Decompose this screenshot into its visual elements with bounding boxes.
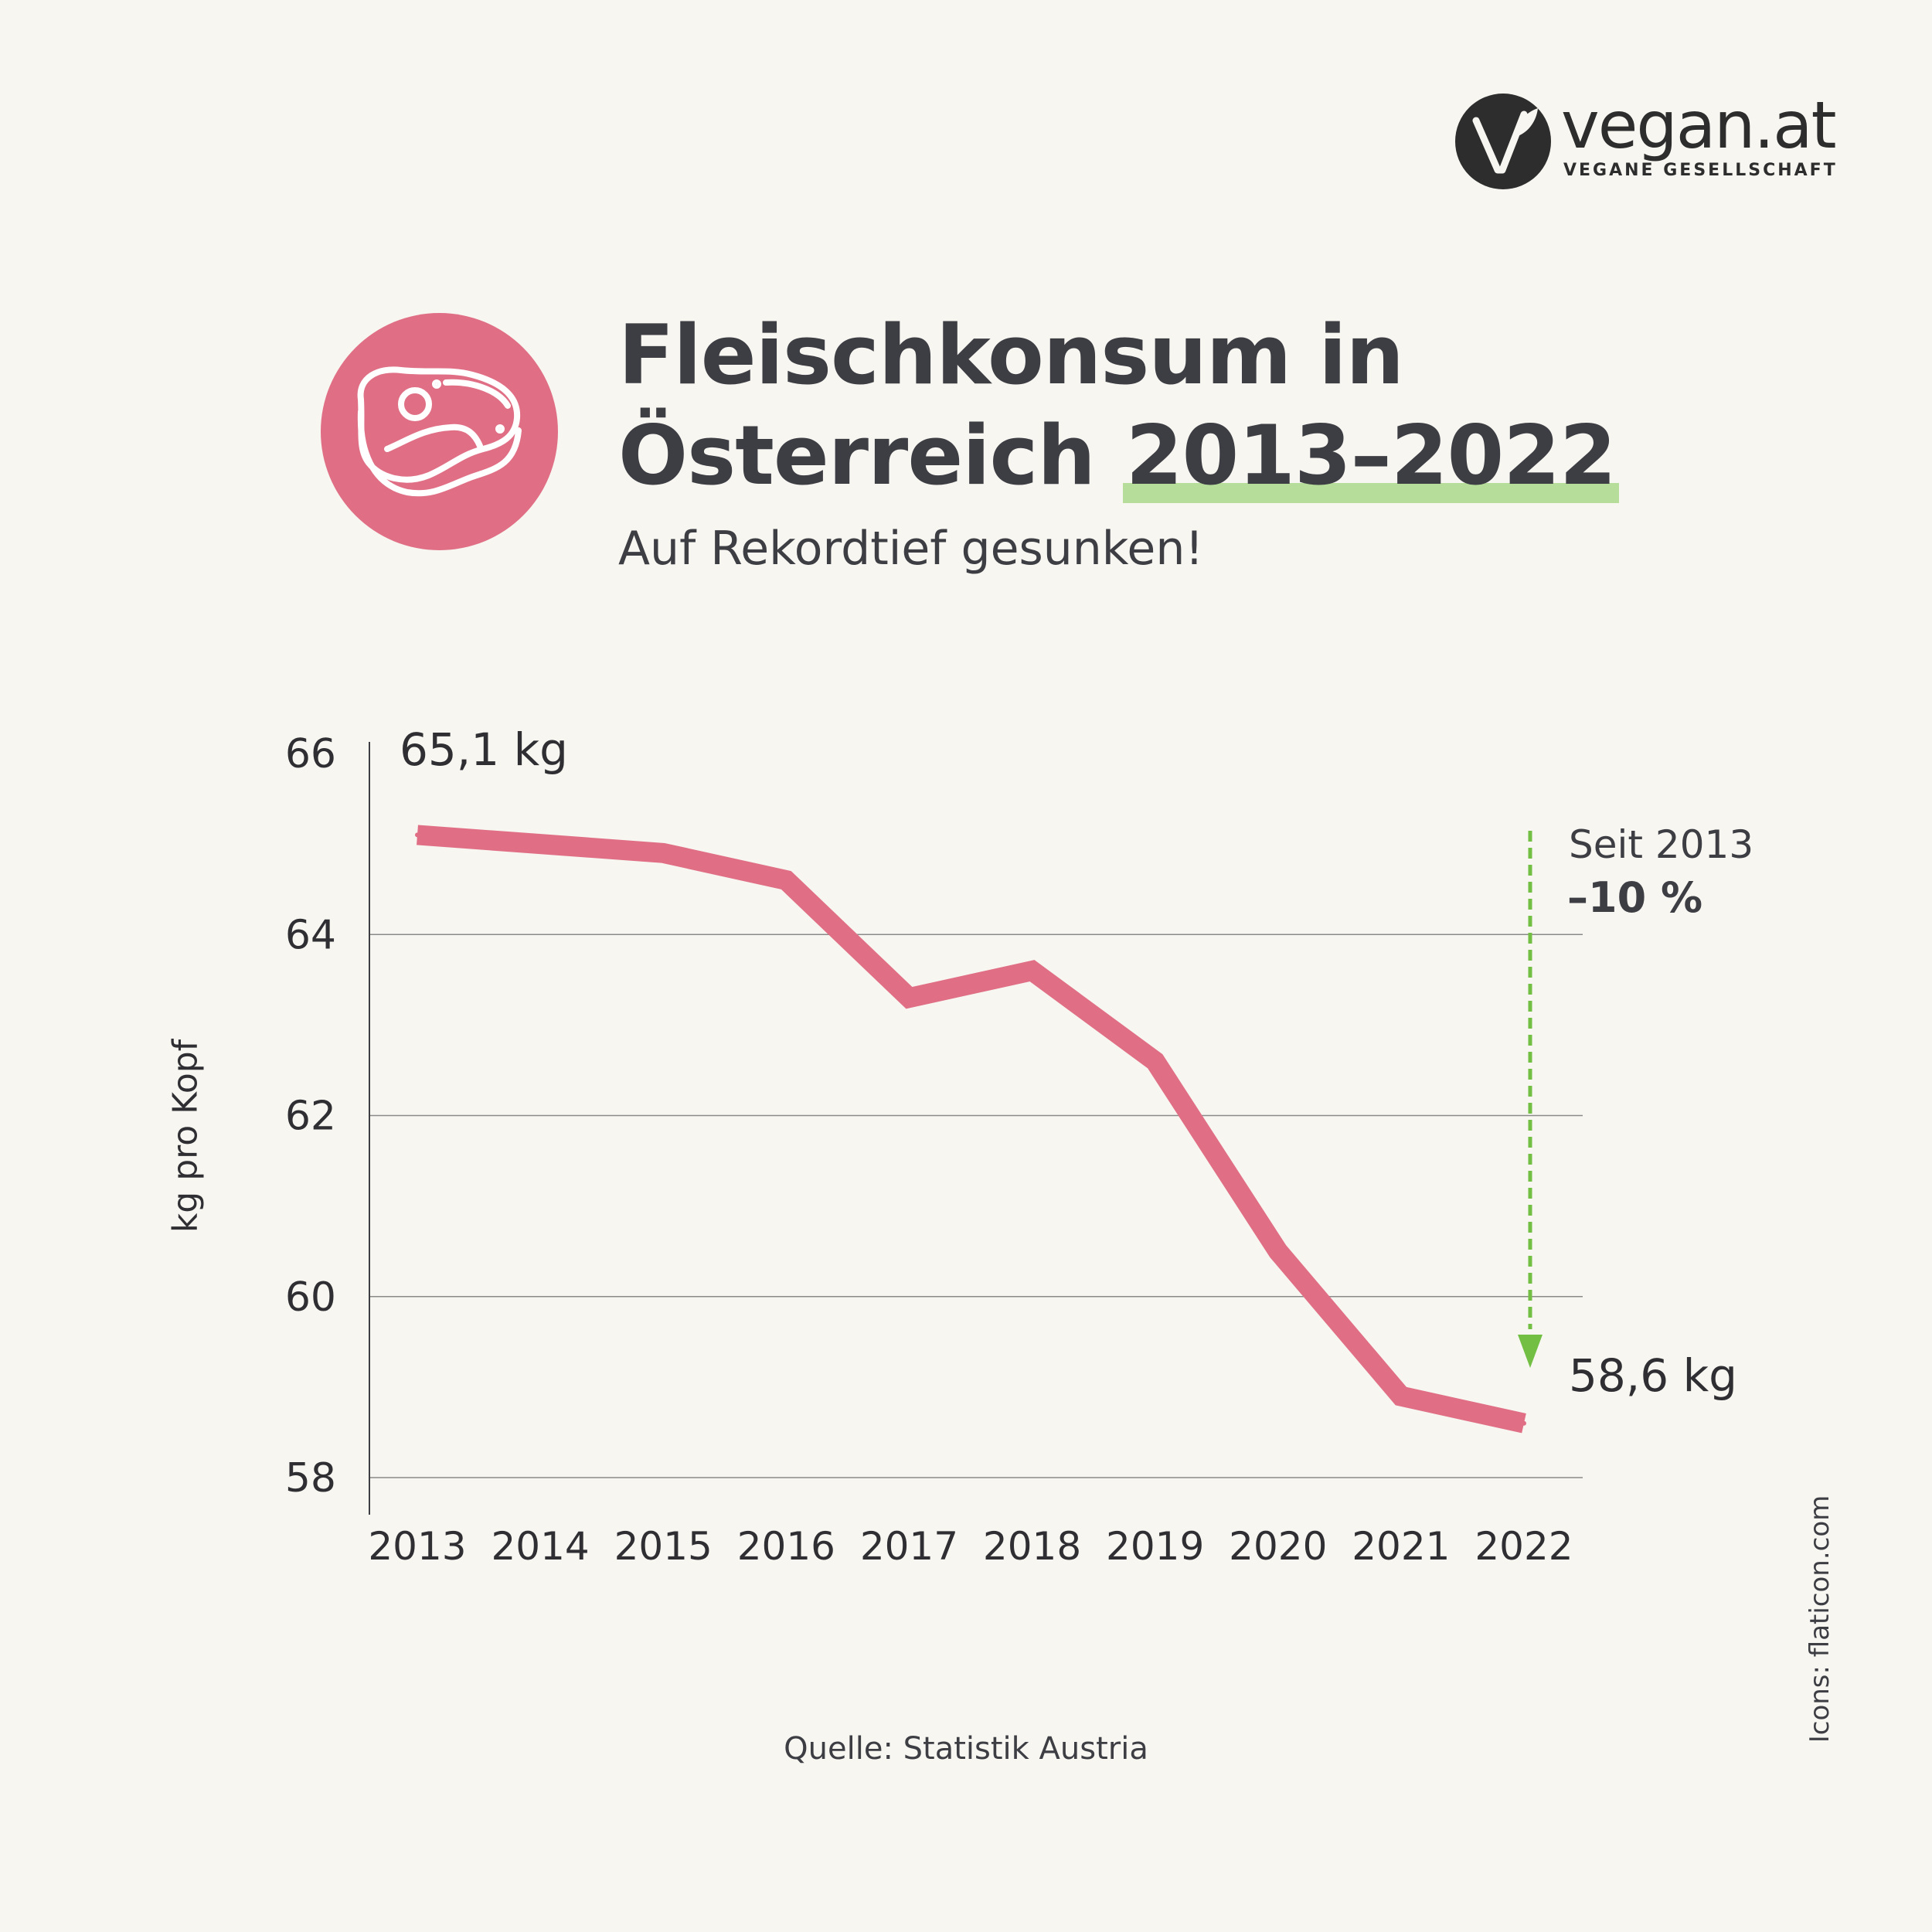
- x-tick-label: 2018: [983, 1524, 1081, 1569]
- series-line: [417, 825, 1526, 1434]
- meat-steak-icon: [321, 313, 558, 550]
- data-point: [538, 842, 543, 847]
- data-point: [415, 832, 420, 838]
- brand-tagline: VEGANE GESELLSCHAFT: [1563, 161, 1838, 180]
- start-value-label: 65,1 kg: [400, 723, 568, 776]
- page-title: Fleischkonsum in Österreich 2013–2022: [618, 305, 1619, 506]
- brand-name: vegan.at: [1561, 87, 1837, 163]
- y-tick-label: 62: [285, 1094, 336, 1140]
- x-tick-label: 2017: [860, 1524, 958, 1569]
- change-arrow-head: [1518, 1335, 1543, 1368]
- data-point: [1522, 1420, 1526, 1426]
- x-tick-label: 2015: [614, 1524, 713, 1569]
- x-tick-label: 2014: [491, 1524, 589, 1569]
- v-leaf-logo-icon: [1455, 94, 1551, 189]
- x-tick-label: 2020: [1229, 1524, 1327, 1569]
- title-line-1: Fleischkonsum in: [618, 308, 1404, 403]
- data-point: [661, 850, 666, 855]
- x-tick-label: 2021: [1352, 1524, 1450, 1569]
- y-tick-label: 66: [285, 731, 336, 777]
- data-point: [1398, 1393, 1403, 1399]
- source-note: Quelle: Statistik Austria: [784, 1731, 1148, 1767]
- data-point: [906, 995, 912, 1001]
- data-point: [1152, 1059, 1158, 1064]
- data-point: [784, 877, 789, 883]
- y-tick-label: 60: [285, 1274, 336, 1321]
- x-tick-label: 2016: [737, 1524, 835, 1569]
- icon-credits: Icons: flaticon.com: [1804, 1495, 1835, 1743]
- x-tick-label: 2019: [1106, 1524, 1204, 1569]
- change-value: –10 %: [1567, 873, 1702, 922]
- title-year-range-highlight: 2013–2022: [1122, 408, 1619, 503]
- x-tick-label: 2022: [1475, 1524, 1573, 1569]
- x-tick-label: 2013: [368, 1524, 466, 1569]
- page-subtitle: Auf Rekordtief gesunken!: [618, 522, 1204, 576]
- data-point: [1275, 1249, 1281, 1254]
- data-point: [1029, 968, 1035, 974]
- change-caption: Seit 2013: [1569, 822, 1753, 867]
- y-tick-label: 58: [285, 1455, 336, 1502]
- end-value-label: 58,6 kg: [1569, 1349, 1737, 1402]
- y-tick-label: 64: [285, 912, 336, 958]
- y-axis-label: kg pro Kopf: [165, 1039, 206, 1233]
- title-line-2-prefix: Österreich: [618, 408, 1123, 503]
- brand-logo: vegan.at VEGANE GESELLSCHAFT: [1453, 91, 1839, 199]
